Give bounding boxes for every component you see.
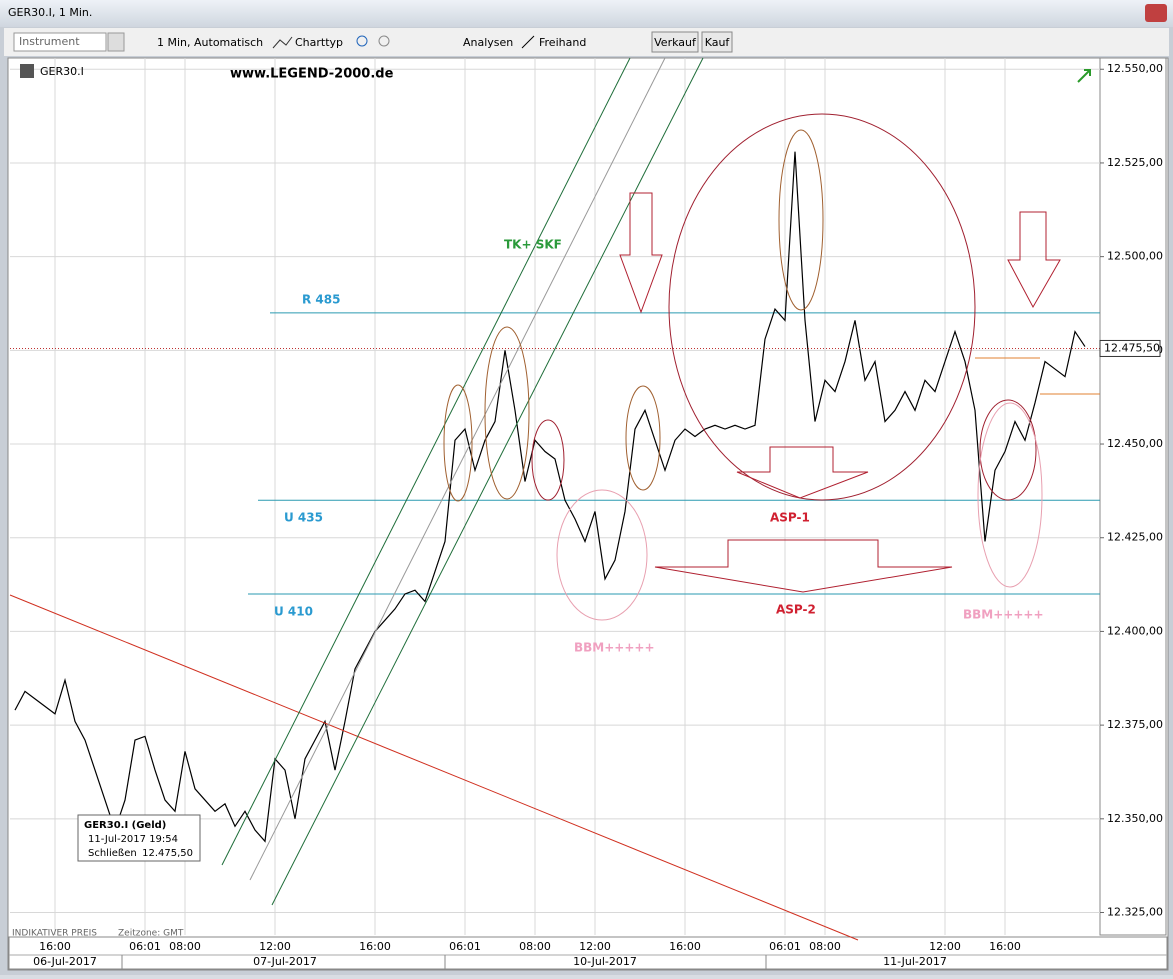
date-label: 06-Jul-2017 — [33, 955, 97, 968]
tooltip: GER30.I (Geld) 11-Jul-2017 19:54 Schließ… — [77, 814, 201, 862]
x-tick-label: 06:01 — [129, 940, 161, 953]
x-tick-label: 08:00 — [519, 940, 551, 953]
ellipse — [484, 326, 530, 500]
y-tick-label: 12.450,00 — [1107, 437, 1163, 450]
freehand-menu[interactable]: Freihand — [539, 36, 586, 49]
zoom-out[interactable] — [378, 35, 390, 47]
asp-arrow — [736, 446, 869, 499]
channel-line — [221, 57, 631, 866]
down-arrow — [1007, 211, 1061, 309]
time-axis — [8, 936, 1168, 970]
y-tick-label: 12.550,00 — [1107, 62, 1163, 75]
axis-panel — [1099, 57, 1167, 936]
trend-icon — [1077, 69, 1091, 83]
ellipse — [531, 419, 565, 501]
ellipse — [979, 399, 1037, 501]
last-price-label: 12.475,50 — [1104, 341, 1160, 354]
annotation: BBM+++++ — [963, 608, 1044, 622]
instrument-button[interactable] — [107, 32, 125, 52]
x-tick-label: 12:00 — [579, 940, 611, 953]
annotation: TK+ SKF — [504, 238, 562, 252]
analyses-menu[interactable]: Analysen — [463, 36, 513, 49]
x-tick-label: 16:00 — [39, 940, 71, 953]
y-tick-label: 12.500,00 — [1107, 250, 1163, 263]
x-tick-label: 16:00 — [359, 940, 391, 953]
x-tick-label: 16:00 — [989, 940, 1021, 953]
level-label: U 410 — [274, 604, 313, 618]
chart-type-menu[interactable]: Charttyp — [295, 36, 343, 49]
x-tick-label: 06:01 — [449, 940, 481, 953]
x-tick-label: 06:01 — [769, 940, 801, 953]
channel-line — [271, 57, 704, 906]
y-tick-label: 12.525,00 — [1107, 156, 1163, 169]
tooltip-box — [77, 814, 201, 862]
y-tick-label: 12.325,00 — [1107, 906, 1163, 919]
symbol-label[interactable]: GER30.I — [40, 65, 84, 78]
annotation: BBM+++++ — [574, 641, 655, 655]
date-label: 07-Jul-2017 — [253, 955, 317, 968]
annotation: ASP-2 — [776, 603, 816, 617]
date-label: 10-Jul-2017 — [573, 955, 637, 968]
timezone: Zeitzone: GMT — [118, 929, 184, 939]
y-tick-label: 12.375,00 — [1107, 718, 1163, 731]
tooltip-close-label: Schließen — [88, 848, 137, 859]
y-tick-label: 12.400,00 — [1107, 624, 1163, 637]
instrument-placeholder: Instrument — [19, 35, 80, 48]
x-tick-label: 12:00 — [259, 940, 291, 953]
x-tick-label: 08:00 — [169, 940, 201, 953]
chart-type-icon — [272, 36, 293, 49]
sell-label: Verkauf — [654, 36, 697, 49]
date-label: 11-Jul-2017 — [883, 955, 947, 968]
x-tick-label: 16:00 — [669, 940, 701, 953]
sell-button[interactable] — [651, 31, 699, 53]
instrument-input[interactable] — [13, 32, 107, 52]
asp-arrow — [654, 539, 953, 593]
close-button[interactable] — [1145, 4, 1167, 22]
title-bar — [0, 0, 1173, 27]
interval-menu[interactable]: 1 Min, Automatisch — [157, 36, 263, 49]
tooltip-time: 11-Jul-2017 19:54 — [88, 834, 178, 845]
down-arrow — [619, 192, 663, 314]
ellipse — [668, 113, 976, 501]
zoom-in[interactable] — [356, 35, 368, 47]
y-tick-label: 12.350,00 — [1107, 812, 1163, 825]
price-type: INDIKATIVER PREIS — [12, 929, 97, 939]
channel-mid — [249, 57, 666, 881]
price-line — [14, 151, 1086, 843]
ellipse — [556, 489, 648, 621]
window-title: GER30.I, 1 Min. — [8, 6, 92, 19]
ellipse — [443, 384, 473, 502]
toolbar — [4, 28, 1169, 56]
y-tick-label: 12.425,00 — [1107, 531, 1163, 544]
x-tick-label: 12:00 — [929, 940, 961, 953]
buy-button[interactable] — [701, 31, 733, 53]
ellipse — [625, 385, 661, 491]
tooltip-title: GER30.I (Geld) — [84, 820, 166, 831]
last-price-box — [1099, 339, 1161, 357]
symbol-icon — [20, 64, 34, 78]
ellipse — [977, 402, 1043, 588]
annotation: ASP-1 — [770, 511, 810, 525]
ellipse — [778, 129, 824, 311]
trend-line — [9, 594, 859, 941]
tooltip-close: 12.475,50 — [142, 848, 193, 859]
drawings — [9, 57, 1100, 941]
x-tick-label: 08:00 — [809, 940, 841, 953]
level-label: R 485 — [302, 292, 340, 306]
freehand-icon — [521, 35, 535, 49]
buy-label: Kauf — [705, 36, 731, 49]
watermark: www.LEGEND-2000.de — [230, 67, 394, 82]
level-label: U 435 — [284, 511, 323, 525]
